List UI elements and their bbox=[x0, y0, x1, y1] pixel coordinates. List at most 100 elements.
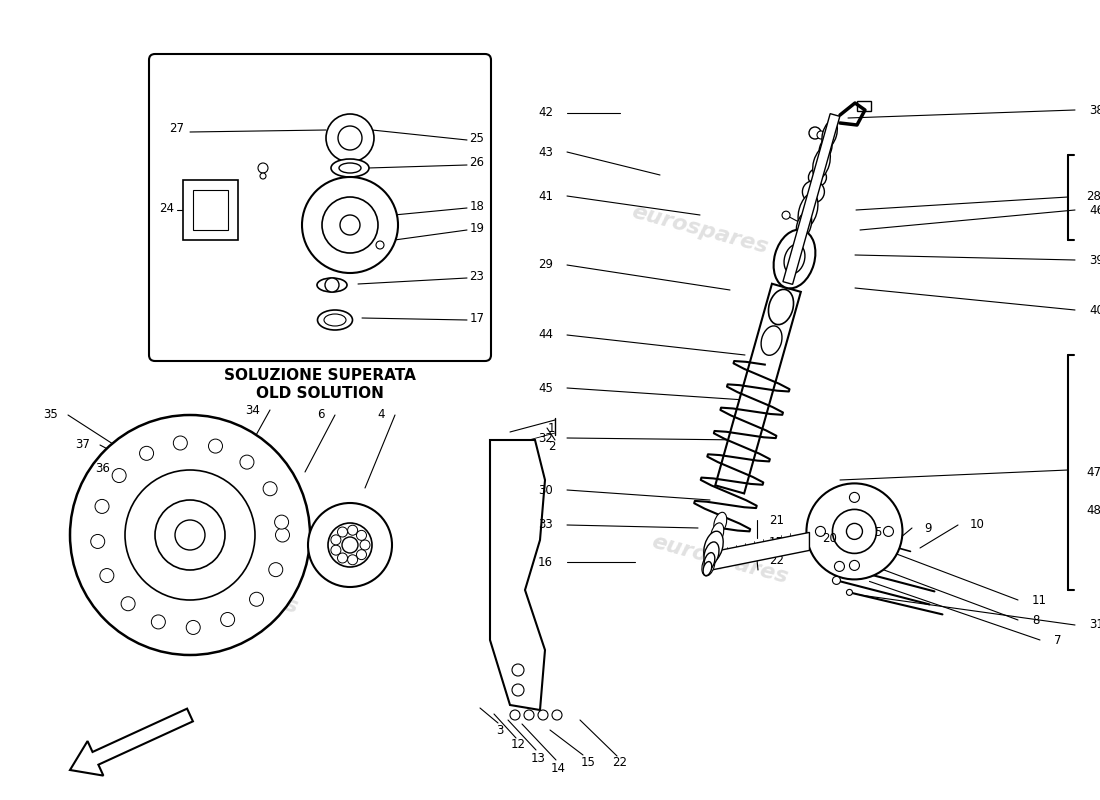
Circle shape bbox=[152, 615, 165, 629]
Circle shape bbox=[100, 569, 114, 582]
Text: 24: 24 bbox=[160, 202, 175, 214]
Text: 43: 43 bbox=[538, 146, 553, 158]
Ellipse shape bbox=[317, 278, 346, 292]
Circle shape bbox=[847, 590, 852, 595]
Text: 36: 36 bbox=[95, 462, 110, 474]
Circle shape bbox=[263, 482, 277, 496]
Polygon shape bbox=[710, 533, 810, 570]
Circle shape bbox=[342, 537, 358, 553]
Text: 15: 15 bbox=[581, 755, 595, 769]
Text: 20: 20 bbox=[822, 531, 837, 545]
Circle shape bbox=[250, 592, 264, 606]
Circle shape bbox=[360, 540, 370, 550]
Text: 34: 34 bbox=[245, 403, 260, 417]
Text: 29: 29 bbox=[538, 258, 553, 271]
Ellipse shape bbox=[704, 531, 723, 562]
Circle shape bbox=[524, 710, 534, 720]
Circle shape bbox=[348, 526, 358, 535]
Text: 48: 48 bbox=[1086, 503, 1100, 517]
Circle shape bbox=[883, 526, 893, 537]
Text: 40: 40 bbox=[1089, 303, 1100, 317]
Circle shape bbox=[552, 710, 562, 720]
Circle shape bbox=[260, 173, 266, 179]
Polygon shape bbox=[715, 284, 801, 494]
Circle shape bbox=[817, 131, 825, 139]
Ellipse shape bbox=[331, 159, 368, 177]
Text: 2: 2 bbox=[548, 439, 556, 453]
Ellipse shape bbox=[711, 523, 724, 544]
Text: 11: 11 bbox=[1032, 594, 1047, 606]
Circle shape bbox=[258, 163, 268, 173]
Circle shape bbox=[833, 510, 877, 554]
Ellipse shape bbox=[318, 310, 352, 330]
Circle shape bbox=[302, 177, 398, 273]
Ellipse shape bbox=[813, 147, 830, 178]
Circle shape bbox=[340, 215, 360, 235]
Text: 7: 7 bbox=[1054, 634, 1062, 646]
Text: 12: 12 bbox=[510, 738, 526, 751]
Circle shape bbox=[140, 446, 154, 460]
Text: 21: 21 bbox=[769, 514, 784, 526]
Circle shape bbox=[849, 561, 859, 570]
Ellipse shape bbox=[822, 121, 837, 148]
Ellipse shape bbox=[339, 163, 361, 173]
Text: 5: 5 bbox=[874, 526, 881, 538]
Circle shape bbox=[833, 577, 840, 585]
Circle shape bbox=[538, 710, 548, 720]
Circle shape bbox=[808, 168, 826, 186]
FancyBboxPatch shape bbox=[148, 54, 491, 361]
Circle shape bbox=[95, 499, 109, 514]
Text: 23: 23 bbox=[470, 270, 484, 282]
Text: 47: 47 bbox=[1086, 466, 1100, 479]
Text: 22: 22 bbox=[769, 554, 784, 566]
Ellipse shape bbox=[705, 544, 718, 566]
Ellipse shape bbox=[818, 137, 833, 160]
Text: 1: 1 bbox=[548, 422, 556, 434]
Circle shape bbox=[209, 439, 222, 453]
Ellipse shape bbox=[704, 542, 719, 566]
Text: 41: 41 bbox=[538, 190, 553, 202]
Text: 6: 6 bbox=[318, 409, 324, 422]
Text: 30: 30 bbox=[538, 483, 553, 497]
Circle shape bbox=[174, 436, 187, 450]
Circle shape bbox=[331, 535, 341, 545]
Text: 38: 38 bbox=[1089, 103, 1100, 117]
Ellipse shape bbox=[784, 244, 805, 274]
Circle shape bbox=[112, 469, 126, 482]
Circle shape bbox=[835, 562, 845, 571]
Circle shape bbox=[324, 278, 339, 292]
Text: 25: 25 bbox=[470, 131, 484, 145]
Text: 19: 19 bbox=[470, 222, 484, 234]
Bar bbox=[857, 101, 871, 111]
Ellipse shape bbox=[324, 314, 346, 326]
Text: 44: 44 bbox=[538, 329, 553, 342]
Bar bbox=[183, 180, 238, 240]
Circle shape bbox=[356, 550, 366, 560]
Circle shape bbox=[275, 515, 288, 529]
Circle shape bbox=[331, 545, 341, 555]
Text: 31: 31 bbox=[1089, 618, 1100, 631]
Circle shape bbox=[240, 455, 254, 469]
Text: 39: 39 bbox=[1089, 254, 1100, 266]
Ellipse shape bbox=[702, 554, 715, 576]
Circle shape bbox=[328, 523, 372, 567]
Circle shape bbox=[338, 126, 362, 150]
Text: 45: 45 bbox=[538, 382, 553, 394]
Ellipse shape bbox=[714, 512, 727, 534]
Circle shape bbox=[847, 523, 862, 539]
Circle shape bbox=[512, 684, 524, 696]
Text: 46: 46 bbox=[1089, 203, 1100, 217]
Text: 22: 22 bbox=[613, 755, 627, 769]
Text: 33: 33 bbox=[538, 518, 553, 531]
FancyArrow shape bbox=[70, 709, 192, 776]
Text: 10: 10 bbox=[970, 518, 985, 531]
Text: 16: 16 bbox=[538, 555, 553, 569]
Circle shape bbox=[125, 470, 255, 600]
Text: 28: 28 bbox=[1086, 190, 1100, 203]
Circle shape bbox=[376, 241, 384, 249]
Circle shape bbox=[356, 530, 366, 540]
Circle shape bbox=[155, 500, 226, 570]
Circle shape bbox=[338, 553, 348, 563]
Ellipse shape bbox=[761, 326, 782, 355]
Circle shape bbox=[512, 664, 524, 676]
